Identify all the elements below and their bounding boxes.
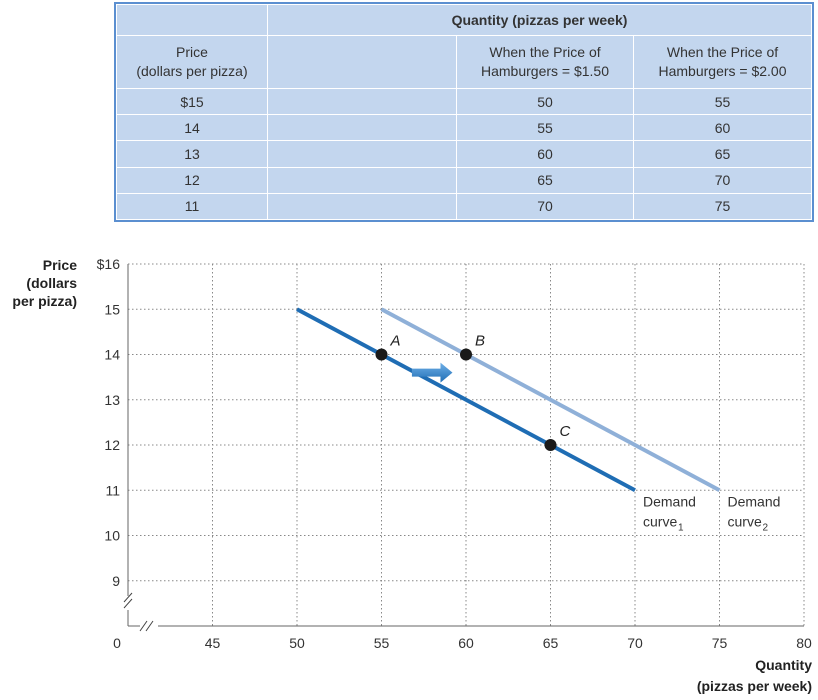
x-tick-label: 55 xyxy=(374,635,390,651)
point-label: C xyxy=(560,423,571,440)
series-label-subscript: 2 xyxy=(763,522,769,533)
x-tick-label: 0 xyxy=(113,635,121,651)
demand-curve-line xyxy=(380,307,721,493)
x-tick-label: 60 xyxy=(458,635,474,651)
x-tick-label: 45 xyxy=(205,635,221,651)
col1-header-line1: When the Price of xyxy=(489,44,601,60)
table-row: 12 65 70 xyxy=(116,166,812,194)
qty-column-header-1: When the Price of Hamburgers = $1.50 xyxy=(456,35,634,89)
x-tick-label: 80 xyxy=(796,635,812,651)
quantity-cell: 60 xyxy=(633,114,812,142)
quantity-cell: 55 xyxy=(456,114,634,142)
quantity-table: Quantity (pizzas per week) Price (dollar… xyxy=(114,2,814,222)
table-row: 14 55 60 xyxy=(116,114,812,142)
y-tick-label: 14 xyxy=(104,347,120,363)
col2-header-line1: When the Price of xyxy=(666,44,779,60)
x-axis-title: (pizzas per week) xyxy=(697,678,812,694)
data-point xyxy=(544,439,557,451)
y-tick-label: $16 xyxy=(97,256,121,272)
x-axis-title: Quantity xyxy=(755,657,812,673)
shift-arrow xyxy=(411,362,453,383)
series xyxy=(296,307,721,493)
x-tick-label: 75 xyxy=(712,635,728,651)
table-row: 11 70 75 xyxy=(116,192,812,221)
qty-column-header-2: When the Price of Hamburgers = $2.00 xyxy=(633,35,812,89)
price-cell: 11 xyxy=(116,192,268,221)
quantity-cell: 50 xyxy=(456,87,634,116)
y-axis-title: (dollars xyxy=(26,275,77,291)
point-label: A xyxy=(390,333,401,350)
y-tick-label: 9 xyxy=(112,573,120,589)
x-tick-label: 70 xyxy=(627,635,643,651)
data-point xyxy=(375,348,388,361)
quantity-cell: 70 xyxy=(633,166,812,194)
y-tick-label: 11 xyxy=(105,482,120,498)
series-label: curve xyxy=(643,513,677,529)
demand-curve-line xyxy=(296,307,636,493)
price-header-line2: (dollars per pizza) xyxy=(136,63,248,79)
y-axis-title: Price xyxy=(43,257,77,273)
quantity-cell: 65 xyxy=(633,140,812,168)
quantity-cell: 75 xyxy=(633,192,812,221)
col2-header-line2: Hamburgers = $2.00 xyxy=(658,63,787,79)
axes xyxy=(123,263,805,632)
price-header-line1: Price xyxy=(176,44,208,60)
grid xyxy=(128,263,805,626)
series-label-subscript: 1 xyxy=(678,522,684,533)
price-column-header: Price (dollars per pizza) xyxy=(116,35,268,89)
price-cell: 14 xyxy=(116,114,268,142)
y-axis-title: per pizza) xyxy=(12,293,77,309)
y-tick-label: 15 xyxy=(104,301,120,317)
data-point xyxy=(460,348,472,361)
table-title: Quantity (pizzas per week) xyxy=(267,4,812,36)
x-tick-label: 65 xyxy=(543,635,559,651)
series-label: Demand xyxy=(728,493,781,509)
point-label: B xyxy=(475,333,485,350)
y-tick-label: 10 xyxy=(104,528,120,544)
y-tick-label: 13 xyxy=(104,392,120,408)
x-tick-label: 50 xyxy=(289,635,305,651)
y-tick-label: 12 xyxy=(104,437,120,453)
series-label: curve xyxy=(728,513,762,529)
price-cell: $15 xyxy=(116,87,268,116)
y-axis-break-mark xyxy=(123,592,133,609)
col1-header-line2: Hamburgers = $1.50 xyxy=(480,63,610,79)
x-axis-break-mark xyxy=(139,620,154,632)
series-label: Demand xyxy=(643,493,696,509)
table-row: $15 50 55 xyxy=(116,87,812,116)
